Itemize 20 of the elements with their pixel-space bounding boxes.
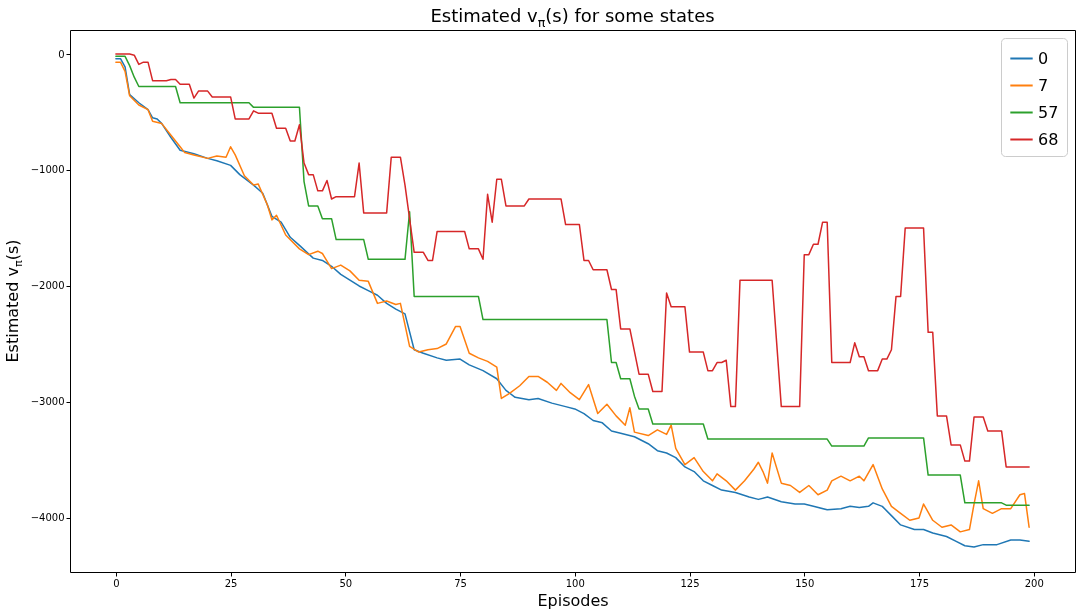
x-tick-label: 125 [680, 577, 700, 589]
x-tick-label: 50 [339, 577, 353, 589]
x-tick-label: 150 [795, 577, 815, 589]
legend-label: 68 [1038, 129, 1059, 149]
x-tick-label: 25 [224, 577, 238, 589]
y-tick-label: −4000 [30, 512, 65, 524]
x-tick-label: 0 [113, 577, 120, 589]
y-tick-label: −2000 [30, 280, 65, 292]
y-tick-label: 0 [58, 48, 65, 60]
chart-title: Estimated v$_{π}$(s) for some states [429, 5, 716, 30]
x-tick-label: 75 [454, 577, 467, 589]
y-tick-label: −1000 [30, 164, 65, 176]
x-tick-label: 175 [909, 577, 930, 589]
y-tick-label: −3000 [30, 396, 65, 408]
legend-label: 7 [1038, 75, 1049, 95]
x-axis-title: Episodes [537, 590, 609, 610]
legend-label: 57 [1038, 102, 1059, 122]
x-tick-label: 100 [565, 577, 585, 589]
legend-label: 0 [1038, 48, 1049, 68]
x-tick-label: 200 [1024, 577, 1044, 589]
